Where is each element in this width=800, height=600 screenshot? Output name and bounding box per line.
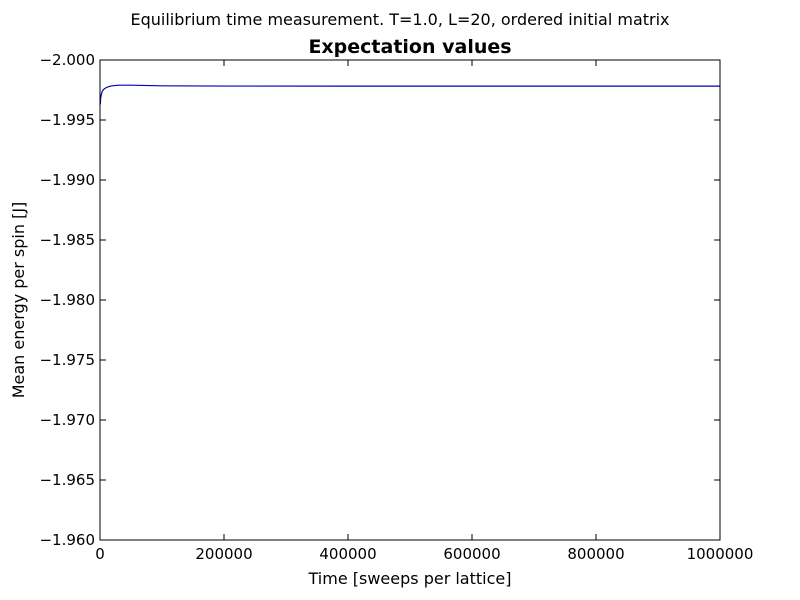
y-tick-label: −1.985 <box>39 231 95 249</box>
x-tick-label: 0 <box>95 545 105 563</box>
y-axis-label: Mean energy per spin [J] <box>9 202 28 399</box>
y-tick-label: −1.960 <box>39 531 95 549</box>
y-tick-label: −1.995 <box>39 111 95 129</box>
y-tick-label: −2.000 <box>39 51 95 69</box>
x-tick-label: 800000 <box>567 545 624 563</box>
x-tick-label: 1000000 <box>687 545 754 563</box>
chart-title: Expectation values <box>308 36 511 58</box>
y-tick-label: −1.965 <box>39 471 95 489</box>
y-tick-label: −1.970 <box>39 411 95 429</box>
x-tick-label: 400000 <box>319 545 376 563</box>
plot-area-frame <box>99 59 721 541</box>
chart-suptitle: Equilibrium time measurement. T=1.0, L=2… <box>130 10 669 29</box>
x-axis-label: Time [sweeps per lattice] <box>308 569 512 588</box>
y-tick-label: −1.980 <box>39 291 95 309</box>
series-layer <box>99 84 720 105</box>
tick-layer: 0 200000 400000 600000 800000 1000000 −2.000 −1… <box>39 51 753 563</box>
series-line-0 <box>99 84 720 105</box>
y-tick-label: −1.990 <box>39 171 95 189</box>
y-tick-label: −1.975 <box>39 351 95 369</box>
x-tick-label: 600000 <box>443 545 500 563</box>
x-tick-label: 200000 <box>195 545 252 563</box>
